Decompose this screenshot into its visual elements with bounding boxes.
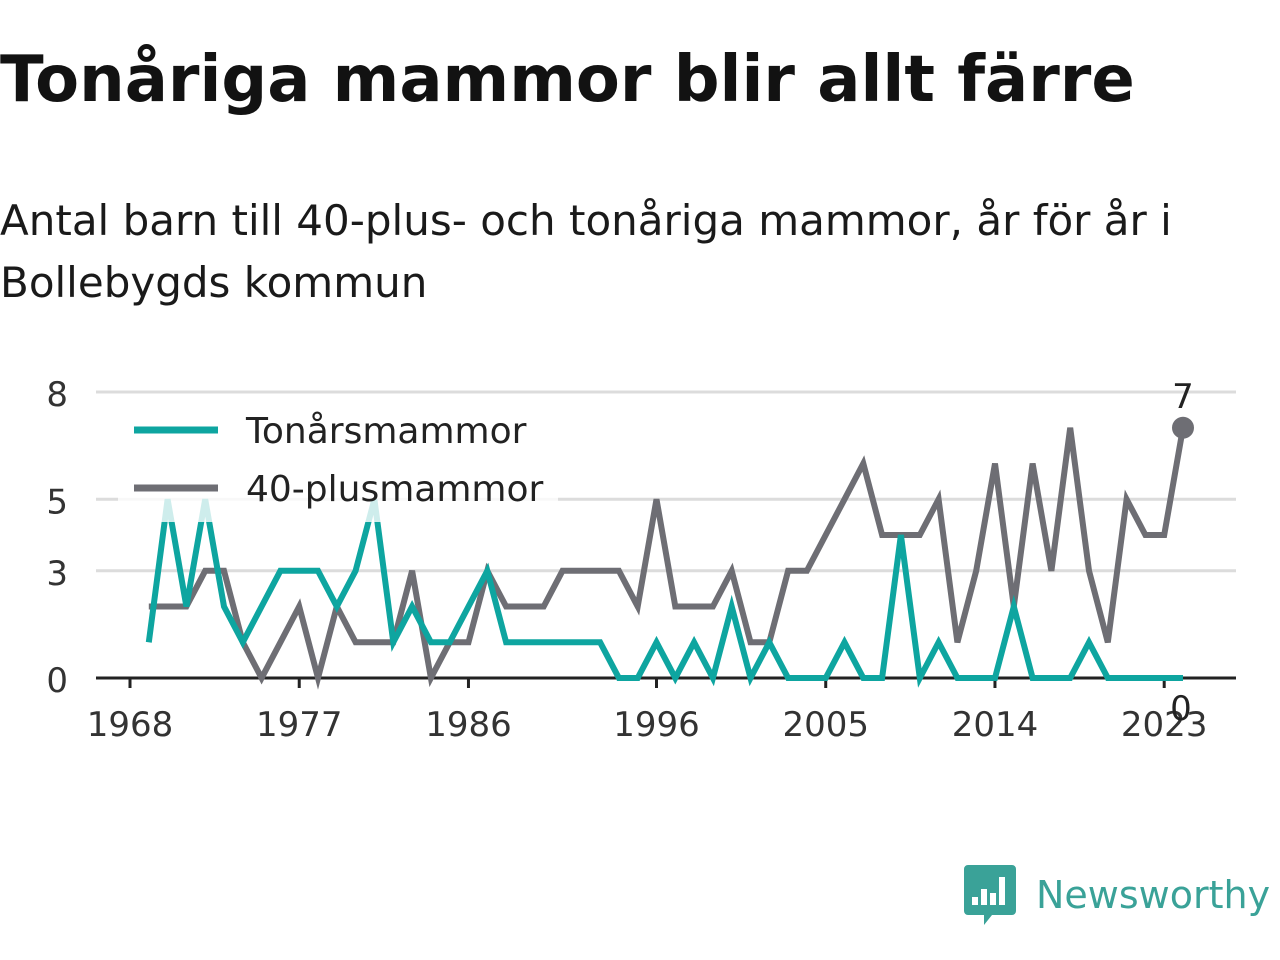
x-tick-label: 2023 [1121,705,1208,745]
end-value-label: 0 [1170,689,1192,729]
x-tick-label: 2005 [782,705,869,745]
x-tick-label: 1986 [425,705,512,745]
newsworthy-logo: Newsworthy [962,862,1270,928]
end-value-label: 7 [1172,377,1194,417]
y-tick-label: 8 [46,375,68,415]
chart-subtitle: Antal barn till 40-plus- och tonåriga ma… [0,196,1172,307]
series-line [145,498,1183,688]
legend-label: Tonårsmammor [245,411,527,452]
x-tick-label: 1968 [87,705,174,745]
line-chart: 0 3 5 8 1968 1977 1986 1996 2005 2014 2023 Tonårsm… [46,375,1236,745]
newsworthy-logo-icon [964,865,1016,925]
newsworthy-logo-text: Newsworthy [1036,873,1271,917]
end-point-marker [1172,416,1194,439]
y-tick-label: 0 [46,661,68,701]
y-tick-label: 5 [46,482,68,522]
legend-background [118,394,558,522]
series-line [148,427,1186,690]
x-tick-label: 1977 [256,705,343,745]
legend-label: 40-plusmammor [246,469,544,510]
x-tick-label: 1996 [613,705,700,745]
y-tick-label: 3 [46,554,68,594]
x-tick-label: 2014 [952,705,1039,745]
chart-title: Tonåriga mammor blir allt färre [0,43,1135,117]
